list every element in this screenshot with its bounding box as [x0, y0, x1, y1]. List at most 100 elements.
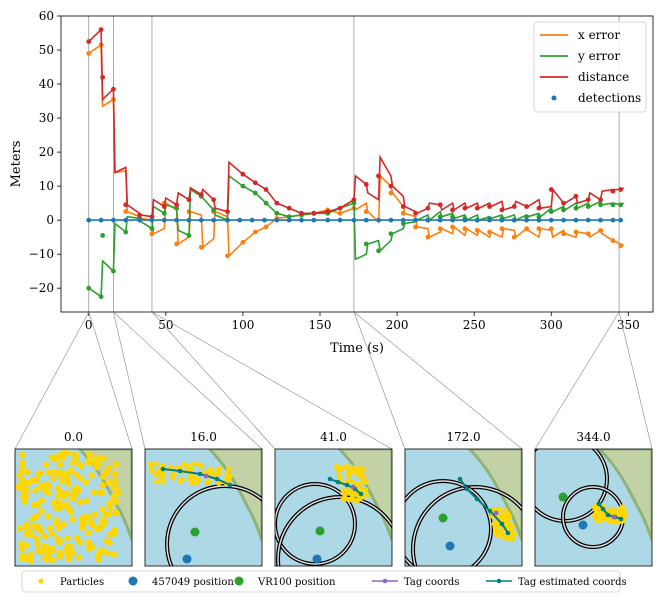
particle	[113, 486, 121, 494]
particle	[33, 512, 41, 520]
particle	[510, 531, 516, 537]
distance-point	[186, 197, 192, 203]
detections-point	[536, 217, 542, 223]
x-error-point	[536, 226, 542, 232]
particle	[72, 451, 79, 458]
x-error-point	[388, 190, 394, 196]
detections-point	[437, 217, 443, 223]
x-error-point	[598, 227, 603, 233]
particle	[19, 467, 26, 474]
tag-estimated-point	[344, 482, 350, 488]
particle	[32, 487, 39, 494]
y-error-line	[88, 174, 625, 299]
y-error-point	[86, 285, 92, 291]
particle	[69, 549, 76, 556]
particle	[338, 465, 344, 471]
particle	[356, 485, 362, 491]
particle	[72, 471, 80, 478]
x-error-point	[252, 229, 258, 235]
y-error-point	[161, 210, 167, 216]
connector-line	[88, 311, 133, 450]
distance-point	[450, 207, 455, 213]
x-error-point	[462, 226, 468, 232]
inset-connector-lines	[14, 311, 653, 450]
particle	[622, 513, 628, 519]
detections-point	[548, 217, 554, 223]
particle	[49, 556, 57, 564]
x-error-point	[263, 224, 269, 230]
particle	[44, 480, 51, 488]
particle	[168, 464, 174, 470]
distance-point	[274, 200, 280, 206]
x-axis: 0 50 100 150 200 250 300 350	[85, 312, 640, 332]
particle	[342, 492, 348, 498]
particle	[160, 462, 166, 469]
particle	[188, 480, 195, 487]
particle	[345, 473, 352, 479]
x-error-point	[499, 226, 505, 232]
detections-point	[610, 217, 616, 223]
particle	[204, 479, 211, 485]
distance-point	[263, 187, 269, 192]
particle	[106, 531, 114, 538]
particle	[106, 510, 113, 518]
x-error-point	[548, 226, 554, 232]
range-ring	[405, 480, 492, 566]
particle	[56, 461, 64, 468]
inset-frame	[14, 448, 133, 567]
distance-point	[536, 205, 542, 211]
x-tick-label: 50	[158, 318, 173, 332]
particle	[73, 534, 81, 542]
distance-point	[149, 214, 155, 220]
particle	[94, 552, 101, 560]
tag-estimated-point	[358, 491, 364, 497]
detections-point	[376, 217, 381, 223]
particle	[24, 554, 31, 562]
particle	[174, 464, 180, 471]
x-tick-label: 0	[85, 318, 93, 332]
distance-point	[462, 205, 468, 211]
inset-frame	[404, 448, 523, 567]
particle	[148, 465, 155, 472]
detections-point	[573, 217, 579, 223]
detections-point	[274, 217, 280, 223]
map-insets: 0.0 16.0 41.0 172.0 344.0	[14, 430, 653, 567]
connector-line	[113, 311, 146, 450]
detections-point	[337, 217, 343, 223]
tag-estimated-point	[457, 476, 463, 482]
particle	[67, 467, 74, 475]
y-error-point	[610, 202, 616, 208]
bottom-legend: Particles 457049 position VR100 position Ta…	[21, 570, 627, 593]
tag-estimated-point	[177, 468, 183, 474]
distance-point	[337, 205, 343, 211]
x-error-point	[524, 226, 529, 232]
particle	[40, 547, 47, 555]
legend-label: x error	[578, 28, 620, 42]
bottom-legend-label: Tag estimated coords	[518, 577, 627, 588]
land-area	[467, 449, 522, 541]
tag-estimated-point	[464, 486, 470, 492]
detections-point	[598, 217, 603, 223]
distance-point	[240, 171, 246, 177]
particle	[100, 519, 108, 527]
y-tick-label: 20	[39, 145, 54, 159]
x-error-point	[198, 244, 204, 250]
particle	[596, 507, 602, 513]
particle	[65, 480, 72, 487]
particle	[52, 468, 59, 476]
particle	[45, 513, 52, 520]
tag-coords-point	[493, 510, 499, 516]
inset-title: 41.0	[320, 430, 347, 444]
x-error-point	[363, 209, 369, 215]
distance-point	[98, 27, 104, 33]
detections-point	[618, 217, 624, 223]
particle	[27, 531, 35, 538]
map-inset: 0.0	[14, 430, 133, 567]
x-error-point	[413, 224, 418, 230]
particle	[22, 542, 30, 549]
particle	[188, 467, 194, 473]
particle	[22, 480, 29, 487]
particle	[54, 453, 62, 461]
bottom-legend-label: Particles	[60, 577, 104, 588]
detections-point	[98, 217, 104, 223]
